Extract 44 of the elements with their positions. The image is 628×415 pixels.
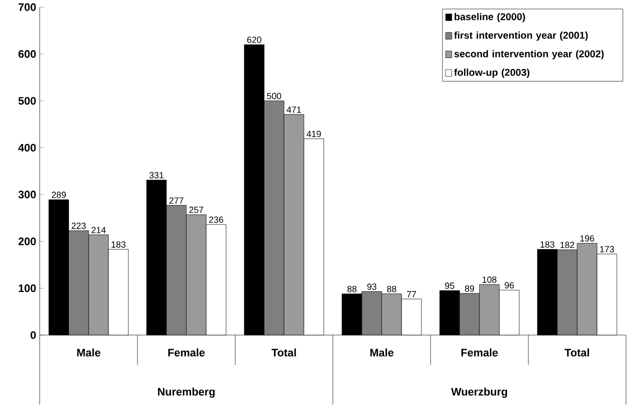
data-label: 173: [600, 246, 614, 253]
data-label: 108: [482, 276, 496, 284]
text: Wuerzburg: [451, 388, 508, 398]
legend-label: second intervention year (2002): [454, 50, 604, 60]
y-tick-label: 100: [18, 284, 36, 292]
data-label: 89: [464, 286, 474, 292]
legend-label: follow-up (2003): [454, 68, 530, 78]
x-tick-label: Total: [272, 348, 296, 357]
data-label: 183: [540, 242, 554, 248]
data-label: 620: [247, 36, 262, 44]
data-label: 257: [189, 206, 204, 214]
y-tick-label: 400: [18, 144, 36, 152]
x-tick-label: Male: [77, 348, 100, 357]
y-tick-label: 300: [18, 190, 36, 199]
data-label: 96: [504, 282, 514, 289]
data-label: 214: [92, 227, 106, 234]
data-label: 183: [112, 242, 126, 248]
y-tick-label: 600: [18, 50, 36, 58]
data-label: 277: [169, 198, 184, 204]
legend-label: first intervention year (2001): [454, 32, 588, 41]
text: Nuremberg: [158, 388, 215, 398]
data-label: 500: [267, 93, 282, 100]
x-tick-label: Male: [370, 348, 394, 357]
x-tick-label: Female: [461, 348, 498, 357]
data-label: 289: [52, 192, 66, 198]
y-tick-label: 500: [18, 97, 36, 105]
y-tick-label: 0: [30, 331, 36, 340]
data-label: 331: [149, 172, 164, 179]
data-label: 236: [209, 216, 224, 224]
data-label: 196: [580, 235, 594, 242]
x-tick-label: Total: [564, 348, 589, 357]
data-label: 93: [367, 284, 376, 290]
data-label: 77: [407, 291, 416, 298]
data-label: 95: [445, 282, 454, 290]
data-label: 419: [306, 131, 321, 138]
data-label: 223: [72, 222, 86, 230]
x-tick-label: Female: [168, 348, 205, 357]
data-label: 182: [560, 242, 574, 248]
data-label: 88: [387, 286, 396, 292]
data-label: 88: [347, 286, 356, 292]
data-label: 471: [286, 106, 301, 113]
y-tick-label: 200: [18, 238, 36, 246]
y-tick-label: 700: [18, 4, 36, 12]
legend-label: baseline (2000): [454, 13, 526, 22]
